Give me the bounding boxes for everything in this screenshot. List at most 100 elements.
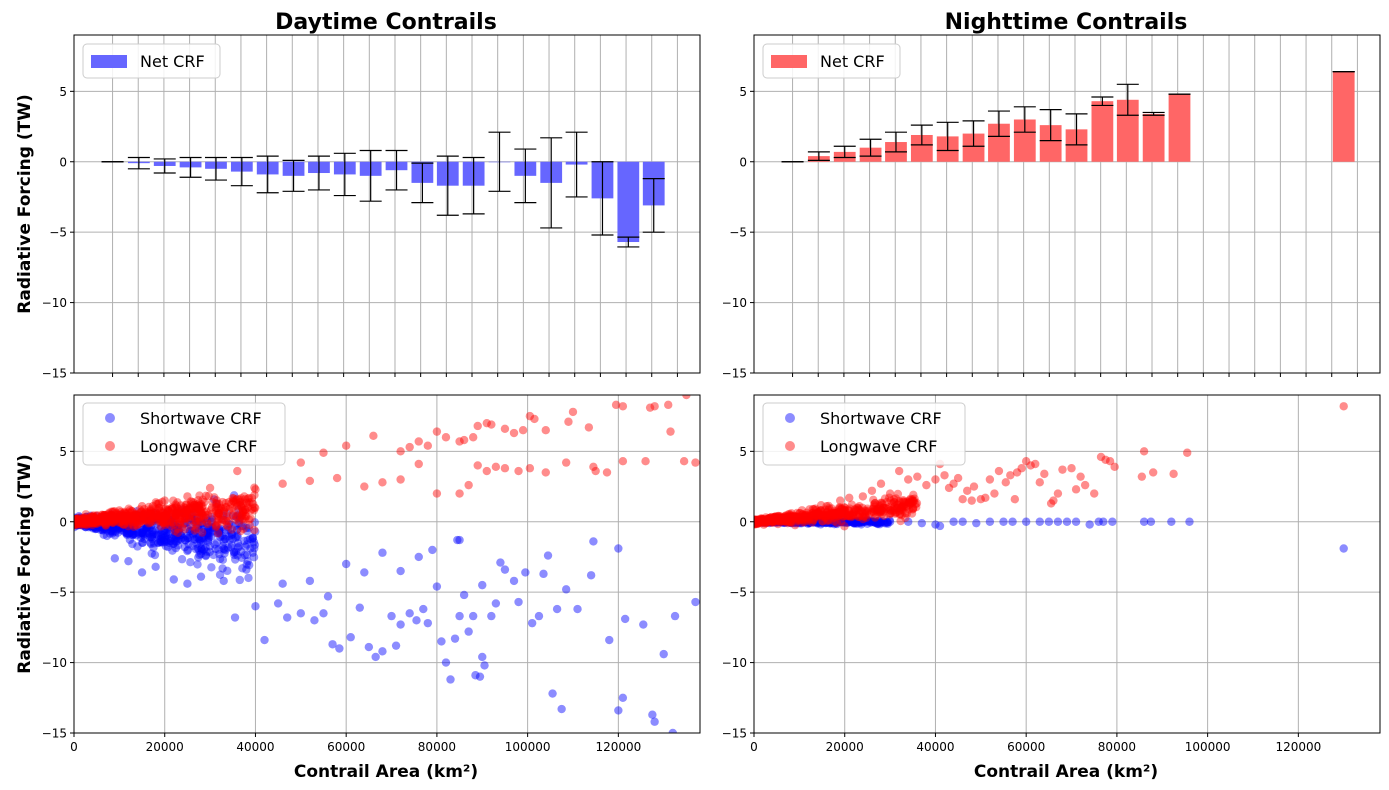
- scatter-point: [870, 518, 880, 528]
- scatter-point: [191, 502, 201, 511]
- scatter-point: [142, 522, 152, 532]
- scatter-point: [332, 473, 342, 483]
- scatter-point: [754, 517, 760, 526]
- scatter-point: [754, 519, 762, 529]
- scatter-point: [958, 517, 967, 526]
- scatter-point: [106, 513, 116, 522]
- scatter-point: [767, 517, 777, 527]
- scatter-point: [775, 514, 784, 524]
- scatter-point: [754, 515, 760, 524]
- scatter-point: [177, 555, 187, 564]
- scatter-point: [799, 514, 808, 524]
- scatter-point: [101, 516, 110, 526]
- scatter-point: [858, 512, 867, 521]
- scatter-point: [802, 512, 812, 521]
- scatter-point: [120, 507, 129, 517]
- nighttime-title: Nighttime Contrails: [945, 10, 1188, 35]
- scatter-point: [105, 515, 114, 524]
- scatter-point: [806, 511, 815, 521]
- scatter-point: [243, 499, 252, 509]
- scatter-point: [944, 483, 954, 493]
- scatter-point: [207, 515, 217, 524]
- scatter-point: [240, 492, 249, 501]
- scatter-point: [211, 499, 220, 508]
- scatter-point: [74, 515, 81, 525]
- scatter-point: [159, 518, 168, 527]
- scatter-point: [217, 517, 226, 526]
- scatter-point: [1185, 517, 1194, 526]
- scatter-point: [799, 511, 809, 521]
- scatter-point: [104, 514, 113, 523]
- scatter-point: [196, 512, 205, 522]
- scatter-point: [432, 427, 442, 436]
- scatter-point: [123, 517, 133, 526]
- scatter-point: [911, 499, 920, 509]
- scatter-point: [754, 518, 760, 527]
- scatter-point: [837, 518, 846, 527]
- scatter-point: [824, 511, 833, 520]
- scatter-point: [893, 489, 903, 499]
- scatter-point: [143, 528, 152, 537]
- scatter-point: [756, 516, 765, 526]
- scatter-point: [754, 517, 759, 526]
- scatter-point: [74, 515, 79, 524]
- scatter-point: [530, 414, 539, 424]
- legend-marker: [785, 441, 795, 451]
- scatter-point: [153, 499, 163, 509]
- scatter-point: [128, 539, 137, 549]
- scatter-point: [189, 509, 198, 518]
- scatter-point: [806, 517, 815, 526]
- scatter-point: [152, 505, 161, 514]
- scatter-point: [805, 519, 814, 528]
- scatter-point: [152, 519, 162, 528]
- scatter-point: [146, 504, 156, 514]
- scatter-point: [101, 518, 110, 528]
- scatter-point: [754, 517, 763, 526]
- scatter-point: [242, 498, 251, 507]
- axes-frame: [753, 394, 1381, 734]
- scatter-point: [228, 534, 237, 544]
- scatter-point: [233, 533, 242, 542]
- scatter-point: [772, 516, 782, 525]
- scatter-point: [573, 604, 582, 614]
- scatter-point: [88, 516, 97, 526]
- scatter-point: [414, 437, 423, 446]
- scatter-point: [92, 511, 101, 521]
- scatter-point: [764, 517, 773, 526]
- scatter-point: [121, 511, 130, 521]
- scatter-point: [170, 526, 180, 536]
- scatter-point: [891, 505, 900, 514]
- scatter-point: [95, 520, 105, 529]
- scatter-point: [156, 514, 166, 523]
- scatter-point: [125, 505, 135, 515]
- scatter-point: [74, 515, 81, 524]
- axes-frame: [73, 34, 701, 374]
- scatter-point: [241, 505, 250, 514]
- scatter-point: [173, 524, 183, 534]
- scatter-point: [90, 517, 100, 527]
- x-tick-label: 80000: [418, 740, 456, 754]
- scatter-point: [133, 517, 142, 526]
- scatter-point: [754, 516, 760, 525]
- scatter-point: [92, 518, 102, 527]
- scatter-point: [213, 517, 222, 526]
- scatter-point: [151, 507, 160, 516]
- scatter-point: [84, 516, 93, 525]
- scatter-point: [74, 515, 82, 524]
- scatter-point: [754, 518, 759, 527]
- scatter-point: [840, 518, 849, 527]
- scatter-point: [237, 511, 247, 520]
- scatter-point: [761, 516, 771, 525]
- scatter-point: [89, 516, 98, 525]
- scatter-point: [139, 514, 149, 523]
- scatter-point: [853, 517, 862, 526]
- scatter-point: [113, 525, 123, 534]
- scatter-point: [905, 500, 914, 510]
- y-tick-label: −10: [722, 656, 747, 670]
- scatter-point: [805, 518, 814, 527]
- scatter-point: [74, 516, 82, 526]
- scatter-point: [754, 518, 760, 528]
- scatter-point: [182, 505, 191, 515]
- scatter-point: [102, 512, 112, 522]
- scatter-point: [873, 504, 882, 514]
